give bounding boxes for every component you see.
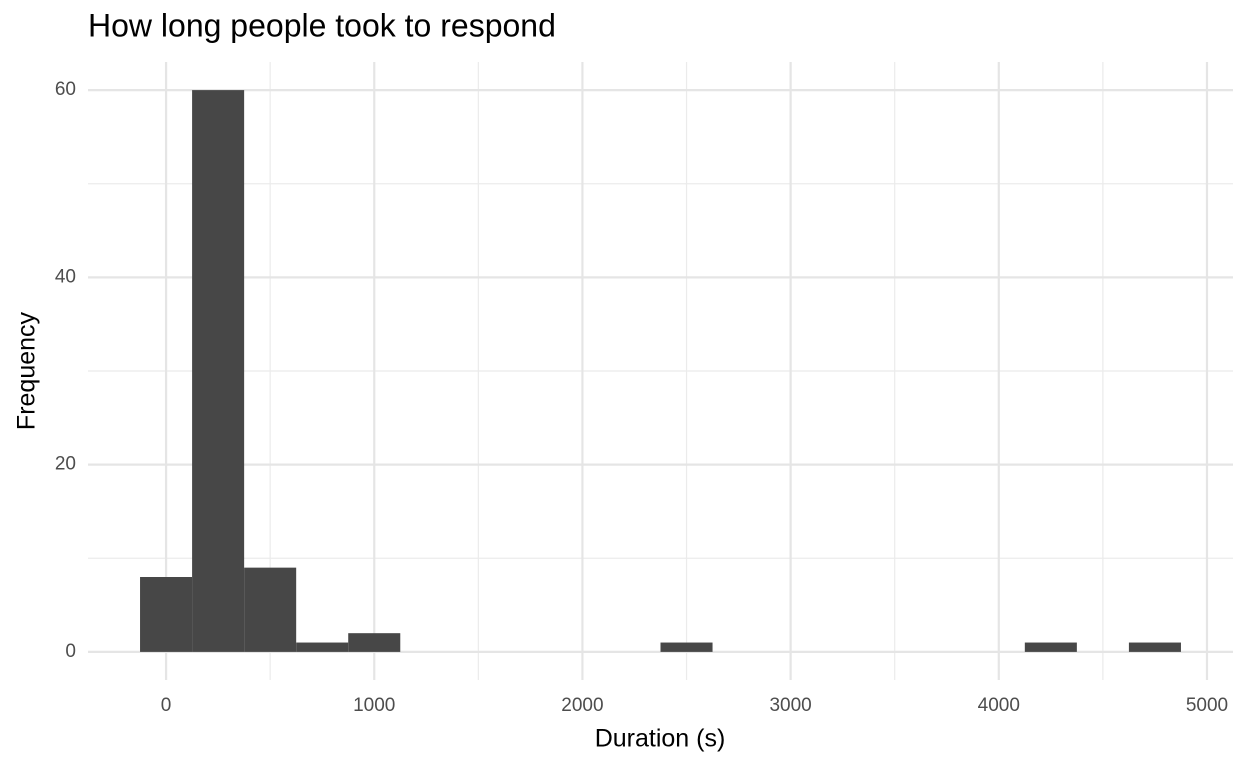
- chart-title: How long people took to respond: [88, 7, 556, 43]
- x-tick-label: 3000: [769, 695, 811, 716]
- x-tick-label: 1000: [353, 695, 395, 716]
- bar: [244, 567, 297, 652]
- y-tick-label: 0: [65, 641, 76, 662]
- bar: [192, 90, 245, 652]
- x-tick-label: 5000: [1186, 695, 1228, 716]
- bar: [660, 642, 713, 652]
- bar: [1024, 642, 1077, 652]
- y-tick-label: 60: [55, 79, 76, 100]
- y-tick-label: 40: [55, 266, 76, 287]
- y-axis-title: Frequency: [13, 311, 41, 430]
- x-tick-label: 4000: [978, 695, 1020, 716]
- x-axis-title: Duration (s): [595, 725, 726, 753]
- x-tick-label: 2000: [561, 695, 603, 716]
- bar: [140, 577, 193, 652]
- y-tick-label: 20: [55, 454, 76, 475]
- bar: [296, 642, 349, 652]
- x-tick-label: 0: [161, 695, 172, 716]
- bar: [1128, 642, 1181, 652]
- bar: [348, 633, 401, 652]
